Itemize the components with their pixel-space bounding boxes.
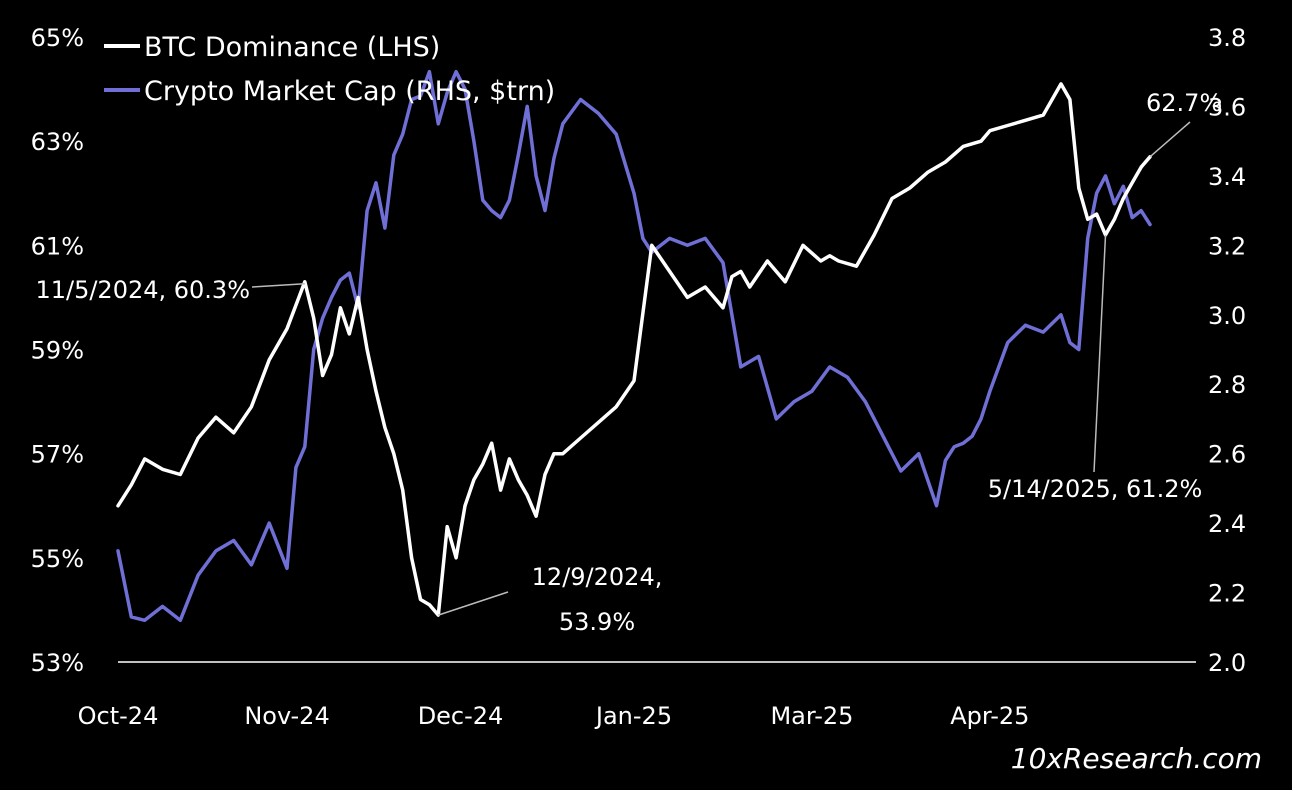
annotation-label: 11/5/2024, 60.3%	[35, 276, 250, 304]
series-layer	[116, 69, 1152, 623]
right-tick-label: 3.2	[1208, 232, 1246, 260]
annotation-leader-line	[438, 591, 509, 616]
x-tick-label: Nov-24	[244, 702, 329, 730]
right-tick-label: 3.0	[1208, 302, 1246, 330]
annotation-leader-line	[251, 283, 305, 288]
annotation-layer: 11/5/2024, 60.3% 12/9/2024, 53.9% 62.7% 5/14…	[35, 89, 1222, 636]
x-tick-label: Oct-24	[78, 702, 159, 730]
x-tick-label: Jan-25	[594, 702, 672, 730]
left-tick-label: 63%	[31, 128, 84, 156]
legend: BTC Dominance (LHS) Crypto Market Cap (R…	[104, 32, 555, 107]
annotation-label: 5/14/2025, 61.2%	[988, 475, 1203, 503]
left-axis-ticks: 53% 55% 57% 59% 61% 63% 65%	[31, 24, 84, 677]
legend-label-market-cap: Crypto Market Cap (RHS, $trn)	[144, 76, 555, 107]
right-tick-label: 3.4	[1208, 163, 1246, 191]
series-crypto-market-cap	[116, 69, 1152, 623]
left-tick-label: 59%	[31, 337, 84, 365]
right-tick-label: 2.8	[1208, 371, 1246, 399]
annotation-label: 62.7%	[1146, 89, 1222, 117]
right-tick-label: 2.2	[1208, 580, 1246, 608]
x-tick-label: Dec-24	[418, 702, 504, 730]
right-axis-ticks: 2.0 2.2 2.4 2.6 2.8 3.0 3.2 3.4 3.6 3.8	[1208, 24, 1246, 677]
annotation-label: 12/9/2024,	[532, 563, 663, 591]
right-tick-label: 2.0	[1208, 649, 1246, 677]
left-tick-label: 53%	[31, 649, 84, 677]
x-axis-ticks: Oct-24 Nov-24 Dec-24 Jan-25 Mar-25 Apr-25	[78, 702, 1030, 730]
watermark: 10xResearch.com	[1011, 742, 1262, 775]
legend-label-btc-dominance: BTC Dominance (LHS)	[144, 32, 440, 63]
x-tick-label: Apr-25	[950, 702, 1029, 730]
right-tick-label: 2.6	[1208, 441, 1246, 469]
right-tick-label: 2.4	[1208, 510, 1246, 538]
right-tick-label: 3.8	[1208, 24, 1246, 52]
annotation-leader-line	[1149, 121, 1191, 158]
annotation-leader-line	[1093, 234, 1107, 473]
x-tick-label: Mar-25	[770, 702, 853, 730]
series-btc-dominance	[116, 82, 1152, 617]
left-tick-label: 65%	[31, 24, 84, 52]
right-tick-label: 3.6	[1208, 93, 1246, 121]
annotation-label: 53.9%	[559, 608, 635, 636]
left-tick-label: 57%	[31, 441, 84, 469]
left-tick-label: 55%	[31, 545, 84, 573]
left-tick-label: 61%	[31, 232, 84, 260]
